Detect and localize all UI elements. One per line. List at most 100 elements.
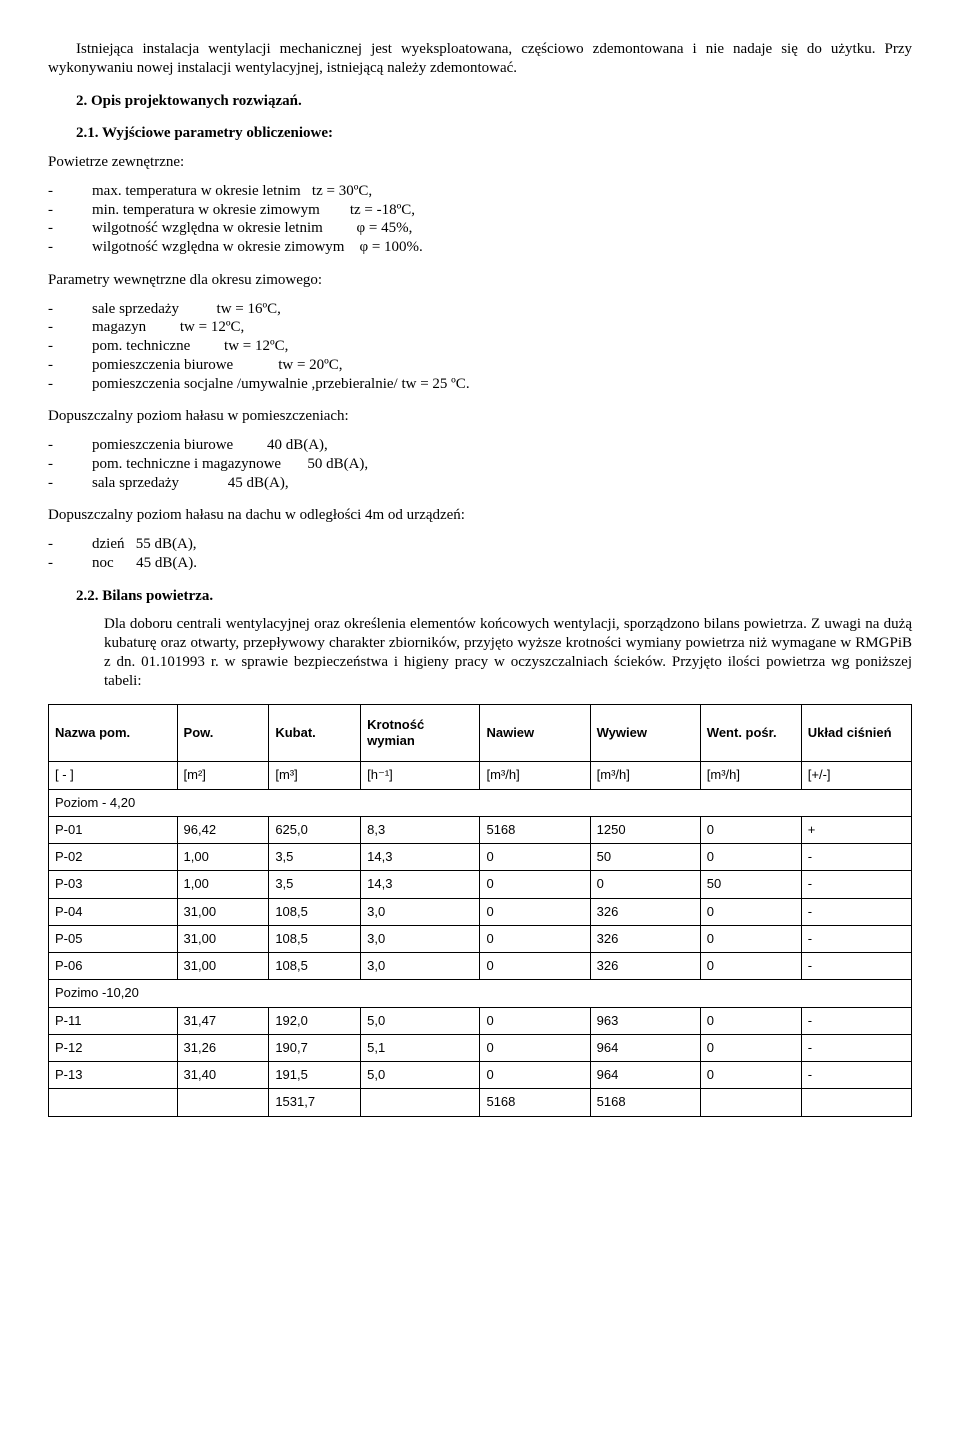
table-row: P-0531,00108,53,003260- — [49, 925, 912, 952]
table-unit-cell: [ - ] — [49, 762, 178, 789]
table-cell: 625,0 — [269, 816, 361, 843]
list-text: sala sprzedaży 45 dB(A), — [92, 474, 912, 493]
table-cell: P-03 — [49, 871, 178, 898]
table-cell: 31,00 — [177, 925, 269, 952]
table-cell: P-04 — [49, 898, 178, 925]
list-item: -min. temperatura w okresie zimowym tz =… — [48, 201, 912, 220]
table-cell: 192,0 — [269, 1007, 361, 1034]
table-cell: 108,5 — [269, 898, 361, 925]
noise-indoor-label: Dopuszczalny poziom hałasu w pomieszczen… — [48, 407, 912, 426]
intro-paragraph: Istniejąca instalacja wentylacji mechani… — [48, 40, 912, 78]
list-item: -max. temperatura w okresie letnim tz = … — [48, 182, 912, 201]
table-cell: - — [801, 925, 911, 952]
internal-params-label: Parametry wewnętrzne dla okresu zimowego… — [48, 271, 912, 290]
list-item: -pom. techniczne i magazynowe 50 dB(A), — [48, 455, 912, 474]
table-cell: 0 — [700, 953, 801, 980]
table-row: P-021,003,514,30500- — [49, 844, 912, 871]
table-header-cell: Went. pośr. — [700, 705, 801, 762]
table-cell: 190,7 — [269, 1034, 361, 1061]
table-row: P-1331,40191,55,009640- — [49, 1062, 912, 1089]
list-item: -magazyn tw = 12ºC, — [48, 318, 912, 337]
list-dash: - — [48, 219, 92, 238]
table-cell: - — [801, 898, 911, 925]
table-cell: 0 — [480, 1034, 590, 1061]
table-row: P-0631,00108,53,003260- — [49, 953, 912, 980]
noise-roof-label: Dopuszczalny poziom hałasu na dachu w od… — [48, 506, 912, 525]
bilans-paragraph: Dla doboru centrali wentylacyjnej oraz o… — [104, 615, 912, 690]
list-item: -sala sprzedaży 45 dB(A), — [48, 474, 912, 493]
list-dash: - — [48, 436, 92, 455]
table-unit-cell: [+/-] — [801, 762, 911, 789]
list-dash: - — [48, 474, 92, 493]
table-cell: 31,47 — [177, 1007, 269, 1034]
table-cell: 14,3 — [361, 871, 480, 898]
list-item: -wilgotność względna w okresie letnim φ … — [48, 219, 912, 238]
table-cell: 3,0 — [361, 898, 480, 925]
table-cell: 326 — [590, 953, 700, 980]
list-item: -wilgotność względna w okresie zimowym φ… — [48, 238, 912, 257]
table-cell — [49, 1089, 178, 1116]
table-cell: 0 — [590, 871, 700, 898]
list-dash: - — [48, 337, 92, 356]
table-cell: 0 — [480, 925, 590, 952]
table-cell — [361, 1089, 480, 1116]
table-cell: 50 — [590, 844, 700, 871]
table-cell: 5168 — [480, 1089, 590, 1116]
table-cell — [700, 1089, 801, 1116]
table-header-cell: Pow. — [177, 705, 269, 762]
list-dash: - — [48, 356, 92, 375]
table-cell: 0 — [700, 898, 801, 925]
external-params-list: -max. temperatura w okresie letnim tz = … — [48, 182, 912, 257]
table-cell: 0 — [700, 925, 801, 952]
table-header-cell: Nazwa pom. — [49, 705, 178, 762]
list-text: max. temperatura w okresie letnim tz = 3… — [92, 182, 912, 201]
list-dash: - — [48, 201, 92, 220]
table-cell: 31,00 — [177, 953, 269, 980]
table-cell: 3,5 — [269, 871, 361, 898]
table-header-cell: Układ ciśnień — [801, 705, 911, 762]
table-row: P-0196,42625,08,3516812500+ — [49, 816, 912, 843]
table-cell: 31,26 — [177, 1034, 269, 1061]
table-cell: 0 — [480, 1007, 590, 1034]
list-dash: - — [48, 554, 92, 573]
table-cell: 5168 — [480, 816, 590, 843]
list-text: dzień 55 dB(A), — [92, 535, 912, 554]
table-cell: 0 — [480, 1062, 590, 1089]
table-cell: 0 — [480, 844, 590, 871]
table-cell: 108,5 — [269, 953, 361, 980]
list-text: min. temperatura w okresie zimowym tz = … — [92, 201, 912, 220]
table-cell: 964 — [590, 1062, 700, 1089]
table-cell: - — [801, 1062, 911, 1089]
section-2-heading: 2. Opis projektowanych rozwiązań. — [76, 92, 912, 111]
noise-indoor-list: -pomieszczenia biurowe 40 dB(A),-pom. te… — [48, 436, 912, 492]
list-item: -pomieszczenia biurowe 40 dB(A), — [48, 436, 912, 455]
list-text: sale sprzedaży tw = 16ºC, — [92, 300, 912, 319]
table-row: Poziom - 4,20 — [49, 789, 912, 816]
list-text: pomieszczenia biurowe tw = 20ºC, — [92, 356, 912, 375]
list-item: -sale sprzedaży tw = 16ºC, — [48, 300, 912, 319]
table-cell: P-01 — [49, 816, 178, 843]
table-cell: P-02 — [49, 844, 178, 871]
table-cell: P-13 — [49, 1062, 178, 1089]
table-cell: 14,3 — [361, 844, 480, 871]
table-cell: 3,0 — [361, 953, 480, 980]
list-text: pom. techniczne i magazynowe 50 dB(A), — [92, 455, 912, 474]
table-cell — [801, 1089, 911, 1116]
list-dash: - — [48, 318, 92, 337]
table-cell: 3,5 — [269, 844, 361, 871]
table-cell: 963 — [590, 1007, 700, 1034]
list-dash: - — [48, 535, 92, 554]
table-header-cell: Wywiew — [590, 705, 700, 762]
table-cell: 0 — [700, 1062, 801, 1089]
table-cell: P-06 — [49, 953, 178, 980]
table-unit-cell: [m³/h] — [480, 762, 590, 789]
list-item: -dzień 55 dB(A), — [48, 535, 912, 554]
table-cell: 1,00 — [177, 871, 269, 898]
list-item: -noc 45 dB(A). — [48, 554, 912, 573]
table-unit-cell: [m³] — [269, 762, 361, 789]
table-cell: 31,00 — [177, 898, 269, 925]
table-section-cell: Pozimo -10,20 — [49, 980, 912, 1007]
table-cell: P-05 — [49, 925, 178, 952]
list-text: noc 45 dB(A). — [92, 554, 912, 573]
table-cell: 108,5 — [269, 925, 361, 952]
